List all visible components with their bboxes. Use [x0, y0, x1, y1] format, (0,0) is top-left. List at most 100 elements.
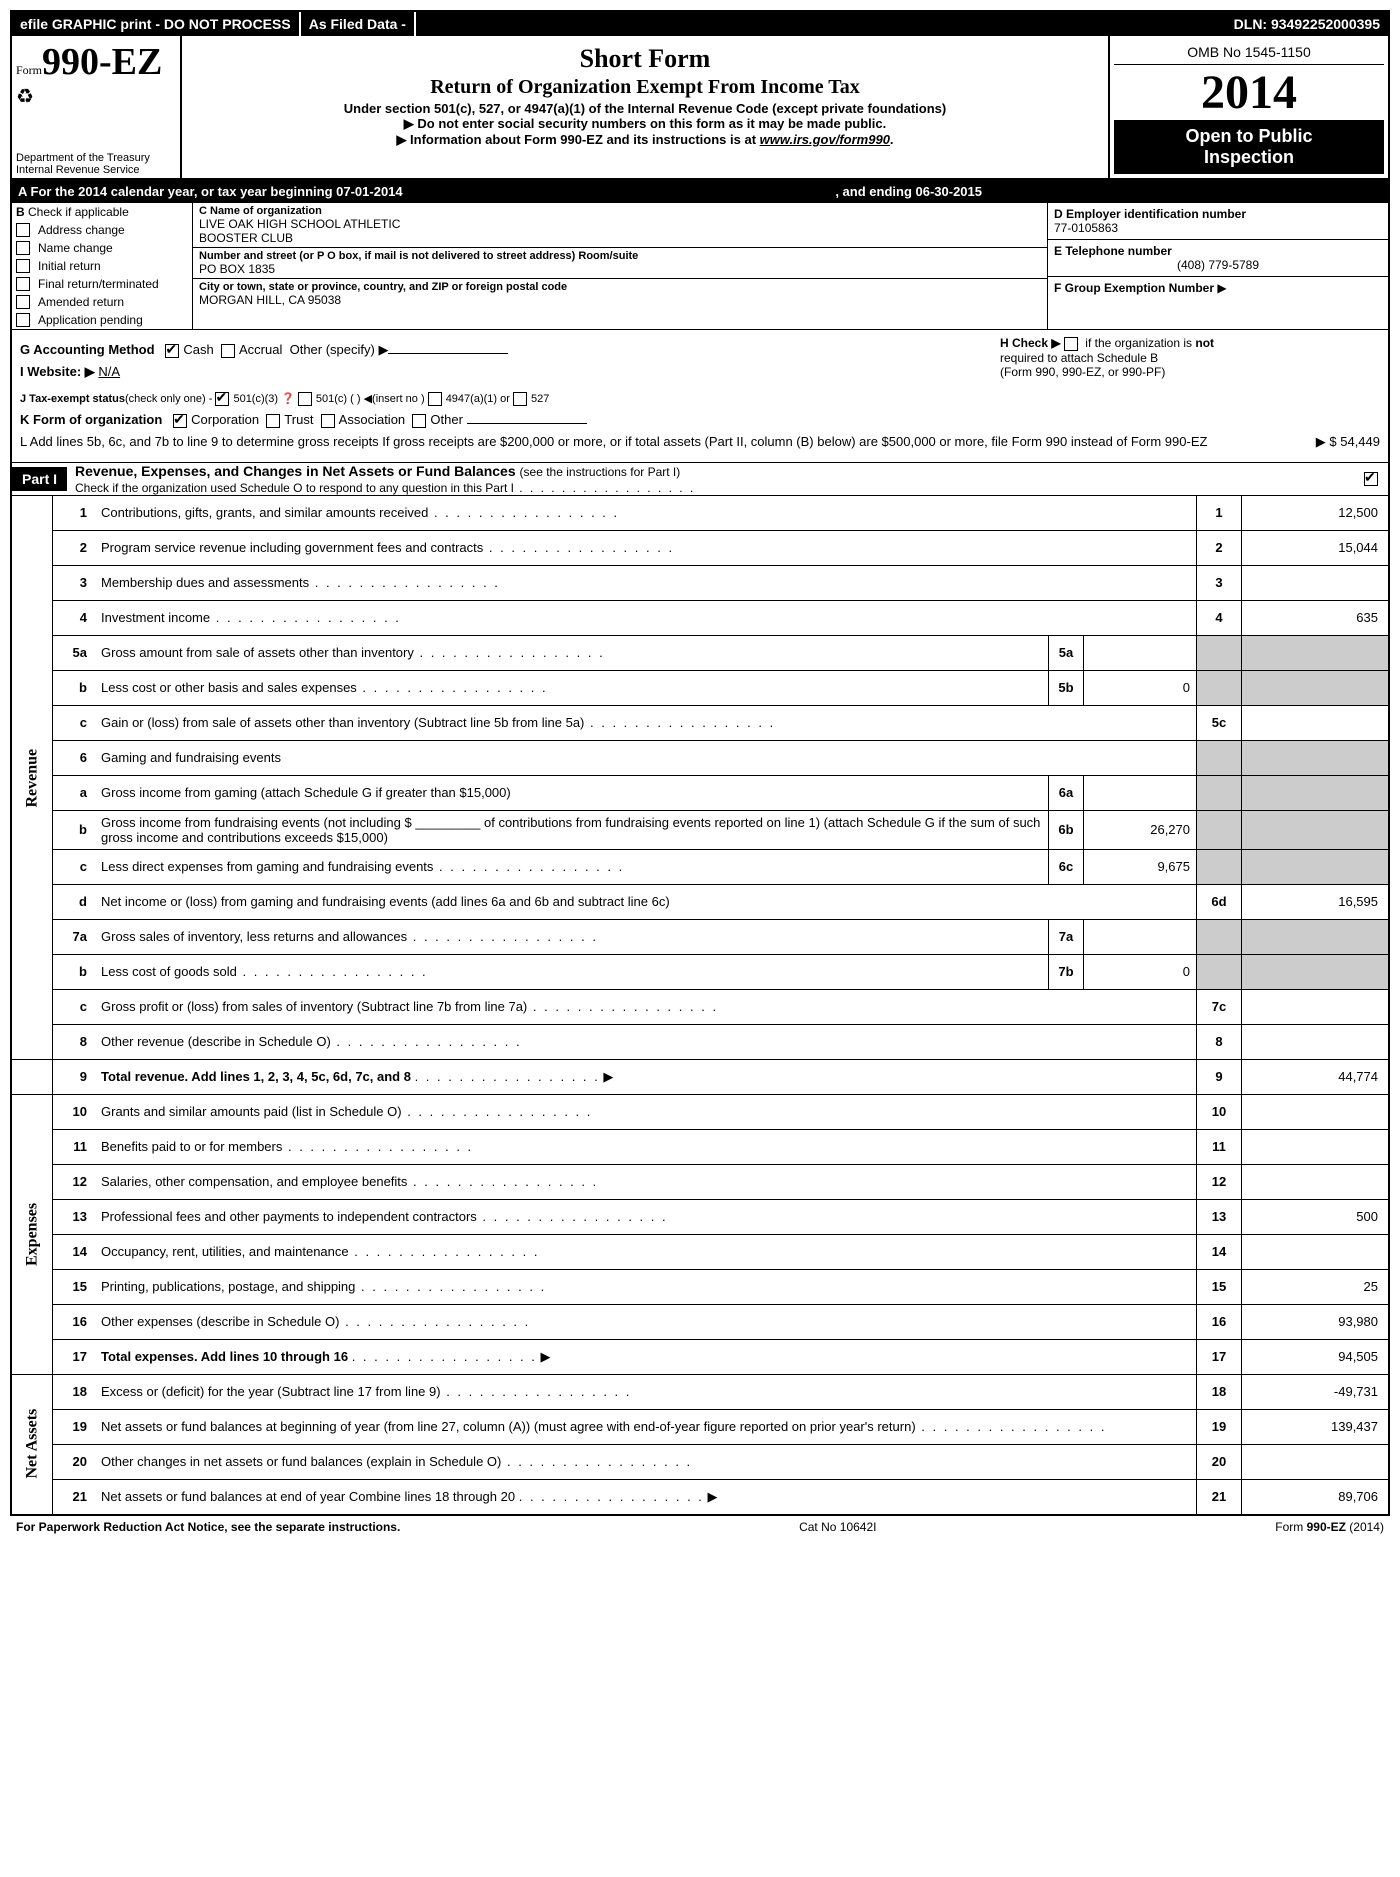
checkbox-amended-return[interactable] [16, 295, 30, 309]
line-6-no: 6 [53, 740, 96, 775]
dln-label: DLN: [1234, 16, 1267, 32]
checkbox-final-return[interactable] [16, 277, 30, 291]
checkbox-address-change[interactable] [16, 223, 30, 237]
line-17-desc: Total expenses. Add lines 10 through 16 [101, 1349, 348, 1364]
label-4947: 4947(a)(1) or [446, 393, 510, 405]
line-17-desc-wrap: Total expenses. Add lines 10 through 16 … [95, 1339, 1197, 1374]
line-7a-amount-grey [1242, 919, 1389, 954]
line-7b-sb: 7b [1049, 954, 1084, 989]
line-10-no: 10 [53, 1094, 96, 1129]
h-req: required to attach Schedule B [1000, 351, 1158, 365]
line-4-no: 4 [53, 600, 96, 635]
line-7a-desc: Gross sales of inventory, less returns a… [95, 919, 1049, 954]
f-label: F Group Exemption Number [1054, 281, 1214, 295]
checkbox-accrual[interactable] [221, 344, 235, 358]
help-icon[interactable]: ❓ [281, 393, 295, 405]
line-4-desc: Investment income [95, 600, 1197, 635]
l-value: $ 54,449 [1329, 434, 1380, 449]
line-7a-no: 7a [53, 919, 96, 954]
checkbox-initial-return[interactable] [16, 259, 30, 273]
footer-form: Form 990-EZ (2014) [1275, 1520, 1384, 1534]
org-street: PO BOX 1835 [199, 262, 275, 276]
top-bar: efile GRAPHIC print - DO NOT PROCESS As … [12, 12, 1388, 36]
category-revenue: Revenue [12, 496, 53, 1060]
checkbox-name-change[interactable] [16, 241, 30, 255]
other-form-field[interactable] [467, 423, 587, 424]
h-not: not [1195, 336, 1214, 350]
line-20-amount [1242, 1444, 1389, 1479]
line-13-desc: Professional fees and other payments to … [95, 1199, 1197, 1234]
line-6c-desc: Less direct expenses from gaming and fun… [95, 849, 1049, 884]
form-prefix: Form [16, 63, 42, 77]
label-assoc: Association [339, 412, 405, 427]
form-number-cell: Form990-EZ ♻ Department of the Treasury … [12, 36, 182, 178]
line-21-desc: Net assets or fund balances at end of ye… [101, 1489, 515, 1504]
line-k: K Form of organization Corporation Trust… [20, 412, 1380, 428]
line-16-amount: 93,980 [1242, 1304, 1389, 1339]
line-2-desc: Program service revenue including govern… [95, 530, 1197, 565]
recycle-icon: ♻ [16, 86, 34, 108]
tax-year-end: , and ending 06-30-2015 [835, 184, 982, 199]
line-19-desc: Net assets or fund balances at beginning… [95, 1409, 1197, 1444]
checkbox-assoc[interactable] [321, 414, 335, 428]
line-6d-rn: 6d [1197, 884, 1242, 919]
line-5b-amount-grey [1242, 670, 1389, 705]
checkbox-501c[interactable] [298, 392, 312, 406]
note-info: ▶ Information about Form 990-EZ and its … [188, 132, 1102, 148]
irs-link[interactable]: www.irs.gov/form990 [760, 132, 890, 147]
line-5a-no: 5a [53, 635, 96, 670]
line-8-desc: Other revenue (describe in Schedule O) [95, 1024, 1197, 1059]
line-2-rn: 2 [1197, 530, 1242, 565]
checkbox-schedule-o[interactable] [1364, 472, 1378, 486]
line-5c-amount [1242, 705, 1389, 740]
phone-value: (408) 779-5789 [1054, 258, 1382, 272]
part-1-table: Revenue 1 Contributions, gifts, grants, … [12, 496, 1388, 1514]
checkbox-trust[interactable] [266, 414, 280, 428]
line-2-amount: 15,044 [1242, 530, 1389, 565]
line-13-no: 13 [53, 1199, 96, 1234]
line-6d-desc: Net income or (loss) from gaming and fun… [95, 884, 1197, 919]
checkbox-501c3[interactable] [215, 392, 229, 406]
i-label: I Website: ▶ [20, 364, 95, 379]
line-8-amount [1242, 1024, 1389, 1059]
label-final-return: Final return/terminated [38, 277, 159, 291]
label-other-form: Other [430, 412, 463, 427]
line-1-amount: 12,500 [1242, 496, 1389, 531]
other-method-field[interactable] [388, 353, 508, 354]
omb-number: OMB No 1545-1150 [1114, 40, 1384, 65]
line-18-no: 18 [53, 1374, 96, 1409]
section-def: D Employer identification number 77-0105… [1047, 203, 1388, 329]
checkbox-527[interactable] [513, 392, 527, 406]
right-header-cell: OMB No 1545-1150 2014 Open to Public Ins… [1108, 36, 1388, 178]
line-2-no: 2 [53, 530, 96, 565]
label-501c: 501(c) ( ) ◀(insert no ) [316, 393, 425, 405]
line-3-amount [1242, 565, 1389, 600]
checkbox-application-pending[interactable] [16, 313, 30, 327]
line-12-amount [1242, 1164, 1389, 1199]
line-3-rn: 3 [1197, 565, 1242, 600]
label-application-pending: Application pending [38, 313, 143, 327]
line-14-rn: 14 [1197, 1234, 1242, 1269]
line-17-rn: 17 [1197, 1339, 1242, 1374]
footer-catno: Cat No 10642I [799, 1520, 876, 1534]
org-name-2: BOOSTER CLUB [199, 231, 293, 245]
line-14-desc: Occupancy, rent, utilities, and maintena… [95, 1234, 1197, 1269]
line-7b-grey [1197, 954, 1242, 989]
line-9-no: 9 [53, 1059, 96, 1094]
checkbox-4947[interactable] [428, 392, 442, 406]
checkbox-h[interactable] [1064, 337, 1078, 351]
dln: DLN: 93492252000395 [1226, 12, 1388, 36]
checkbox-other-form[interactable] [412, 414, 426, 428]
line-5c-rn: 5c [1197, 705, 1242, 740]
checkbox-cash[interactable] [165, 344, 179, 358]
section-a-bar: A For the 2014 calendar year, or tax yea… [12, 180, 1388, 203]
checkbox-corp[interactable] [173, 414, 187, 428]
line-19-amount: 139,437 [1242, 1409, 1389, 1444]
line-13-amount: 500 [1242, 1199, 1389, 1234]
dept-irs: Internal Revenue Service [16, 164, 150, 176]
line-7a-grey [1197, 919, 1242, 954]
line-5b-sb: 5b [1049, 670, 1084, 705]
line-6a-sv [1084, 775, 1197, 810]
line-14-amount [1242, 1234, 1389, 1269]
d-label: D Employer identification number [1054, 207, 1246, 221]
